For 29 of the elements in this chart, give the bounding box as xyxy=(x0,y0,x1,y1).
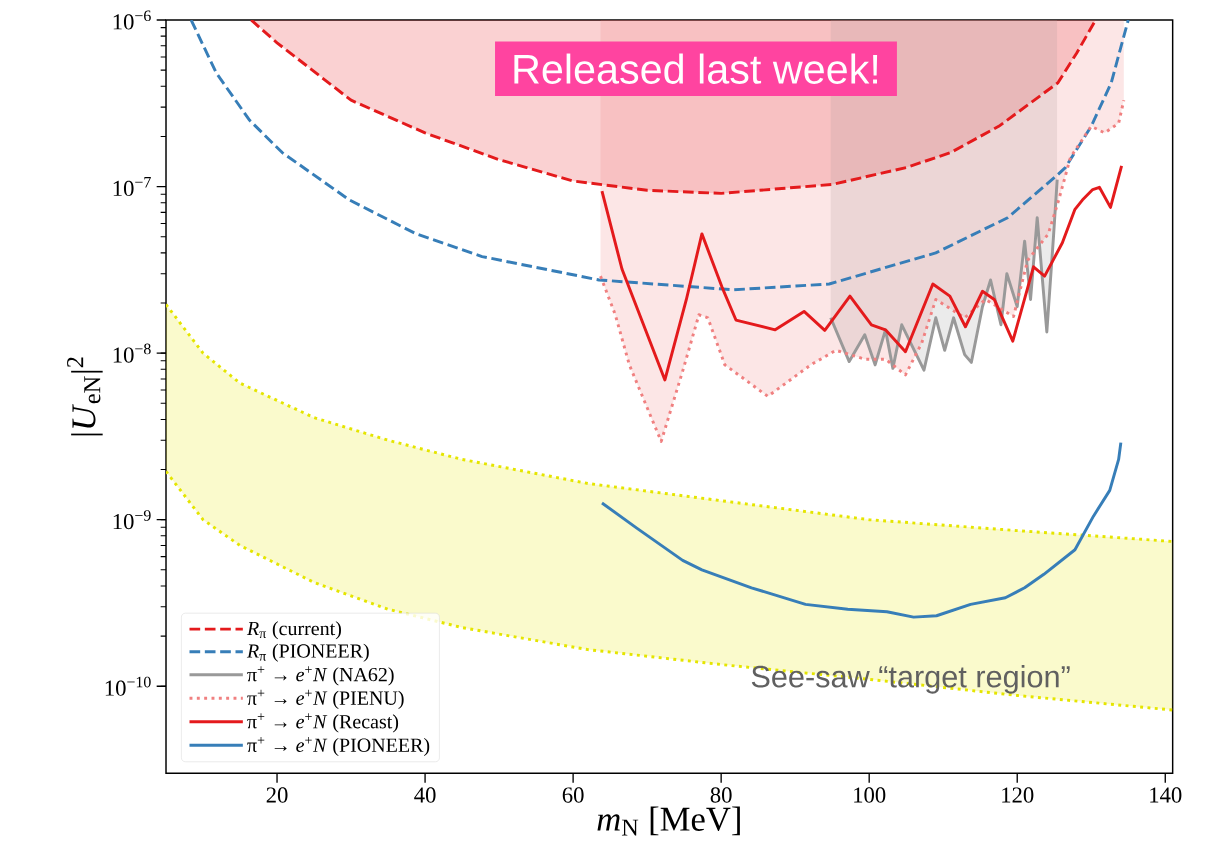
x-tick-label: 140 xyxy=(1150,787,1182,803)
legend-label: π$^{+}$ → e$^{+}$N (NA62) xyxy=(247,666,394,686)
line-series xyxy=(600,441,1123,619)
y-tick-label: 10$^{−8}$ xyxy=(113,343,151,363)
line-series xyxy=(166,469,1173,712)
line-series xyxy=(829,178,1059,372)
line-series xyxy=(189,20,1130,292)
x-tick-label: 100 xyxy=(854,787,886,803)
annotation: See-saw “target region” xyxy=(751,665,1070,694)
legend-label: π$^{+}$ → e$^{+}$N (PIONEER) xyxy=(247,736,430,757)
legend-label: π$^{+}$ → e$^{+}$N (Recast) xyxy=(247,713,399,733)
x-tick-label: 20 xyxy=(266,787,288,803)
x-tick-label: 60 xyxy=(562,787,584,803)
line-series xyxy=(600,164,1124,382)
x-tick-label: 80 xyxy=(710,787,732,803)
x-axis-title: m$_{N}$ [MeV] xyxy=(597,806,740,836)
x-tick-label: 40 xyxy=(414,787,436,803)
y-tick-label: 10$^{−6}$ xyxy=(113,10,151,30)
line-series xyxy=(166,302,1173,543)
y-tick-label: 10$^{−7}$ xyxy=(113,177,151,197)
y-tick-label: 10$^{−10}$ xyxy=(105,676,151,696)
annotation: Released last week! xyxy=(514,53,878,84)
legend-label: π$^{+}$ → e$^{+}$N (PIENU) xyxy=(247,689,404,709)
legend-label: R$_{π}$ (current) xyxy=(246,621,341,640)
y-axis-title: |U$_{eN}$|$^{2}$ xyxy=(67,357,103,436)
line-series xyxy=(599,98,1126,443)
x-tick-label: 120 xyxy=(1002,787,1034,803)
y-tick-label: 10$^{−9}$ xyxy=(113,510,151,530)
legend-label: R$_{π}$ (PIONEER) xyxy=(246,643,369,662)
